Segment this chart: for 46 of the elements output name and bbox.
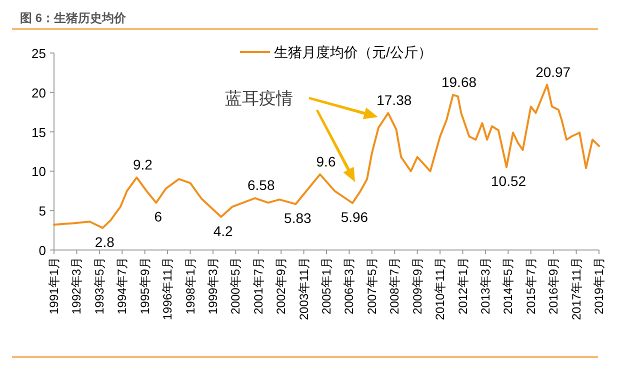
y-tick-label: 5 (38, 204, 46, 219)
x-tick-label: 2008年7月 (388, 257, 402, 314)
x-tick-label: 1991年1月 (47, 257, 61, 314)
x-tick-label: 1995年9月 (138, 257, 152, 314)
data-label: 19.68 (441, 74, 477, 90)
chart-title: 图 6：生猪历史均价 (20, 11, 128, 25)
x-tick-label: 1999年3月 (206, 257, 220, 314)
x-tick-label: 1994年7月 (115, 257, 130, 314)
x-tick-label: 2012年1月 (456, 257, 470, 314)
y-tick-label: 20 (32, 85, 46, 100)
x-tick-label: 2007年5月 (364, 257, 379, 314)
x-tick-label: 2016年9月 (546, 257, 561, 314)
x-tick-label: 2003年11月 (296, 257, 311, 320)
x-tick-label: 2014年5月 (501, 257, 516, 314)
data-label: 9.6 (316, 153, 336, 170)
data-label: 9.2 (132, 156, 153, 173)
x-tick-label: 1992年3月 (70, 257, 84, 314)
data-label: 6.58 (248, 177, 275, 194)
x-tick-label: 2009年9月 (410, 257, 424, 314)
y-tick-label: 15 (32, 124, 46, 140)
x-tick-label: 2005年1月 (320, 257, 334, 314)
data-label: 10.52 (491, 173, 526, 190)
data-label: 5.83 (284, 210, 312, 226)
data-label: 20.97 (536, 64, 571, 80)
x-tick-label: 2000年5月 (228, 257, 243, 314)
data-label: 2.8 (94, 234, 115, 250)
x-tick-label: 2006年3月 (342, 257, 356, 314)
data-label: 5.96 (340, 209, 368, 226)
x-tick-label: 2015年7月 (524, 257, 538, 314)
x-tick-label: 2017年11月 (569, 257, 584, 320)
data-label: 6 (154, 208, 162, 225)
y-tick-label: 25 (32, 46, 46, 61)
x-tick-label: 1993年5月 (92, 257, 106, 314)
legend-label: 生猪月度均价（元/公斤） (274, 44, 432, 60)
x-tick-label: 2002年9月 (274, 257, 288, 314)
data-label: 17.38 (376, 92, 412, 108)
x-tick-label: 2019年1月 (592, 257, 606, 314)
y-tick-label: 0 (38, 243, 46, 258)
x-tick-label: 2013年3月 (478, 257, 492, 314)
x-tick-label: 2001年7月 (251, 257, 266, 314)
annotation: 蓝耳疫情 (225, 89, 293, 108)
x-tick-label: 2010年11月 (433, 257, 448, 320)
x-tick-label: 1996年11月 (160, 257, 175, 320)
x-tick-label: 1998年1月 (183, 257, 198, 314)
y-tick-label: 10 (32, 164, 46, 180)
data-label: 4.2 (213, 222, 234, 239)
